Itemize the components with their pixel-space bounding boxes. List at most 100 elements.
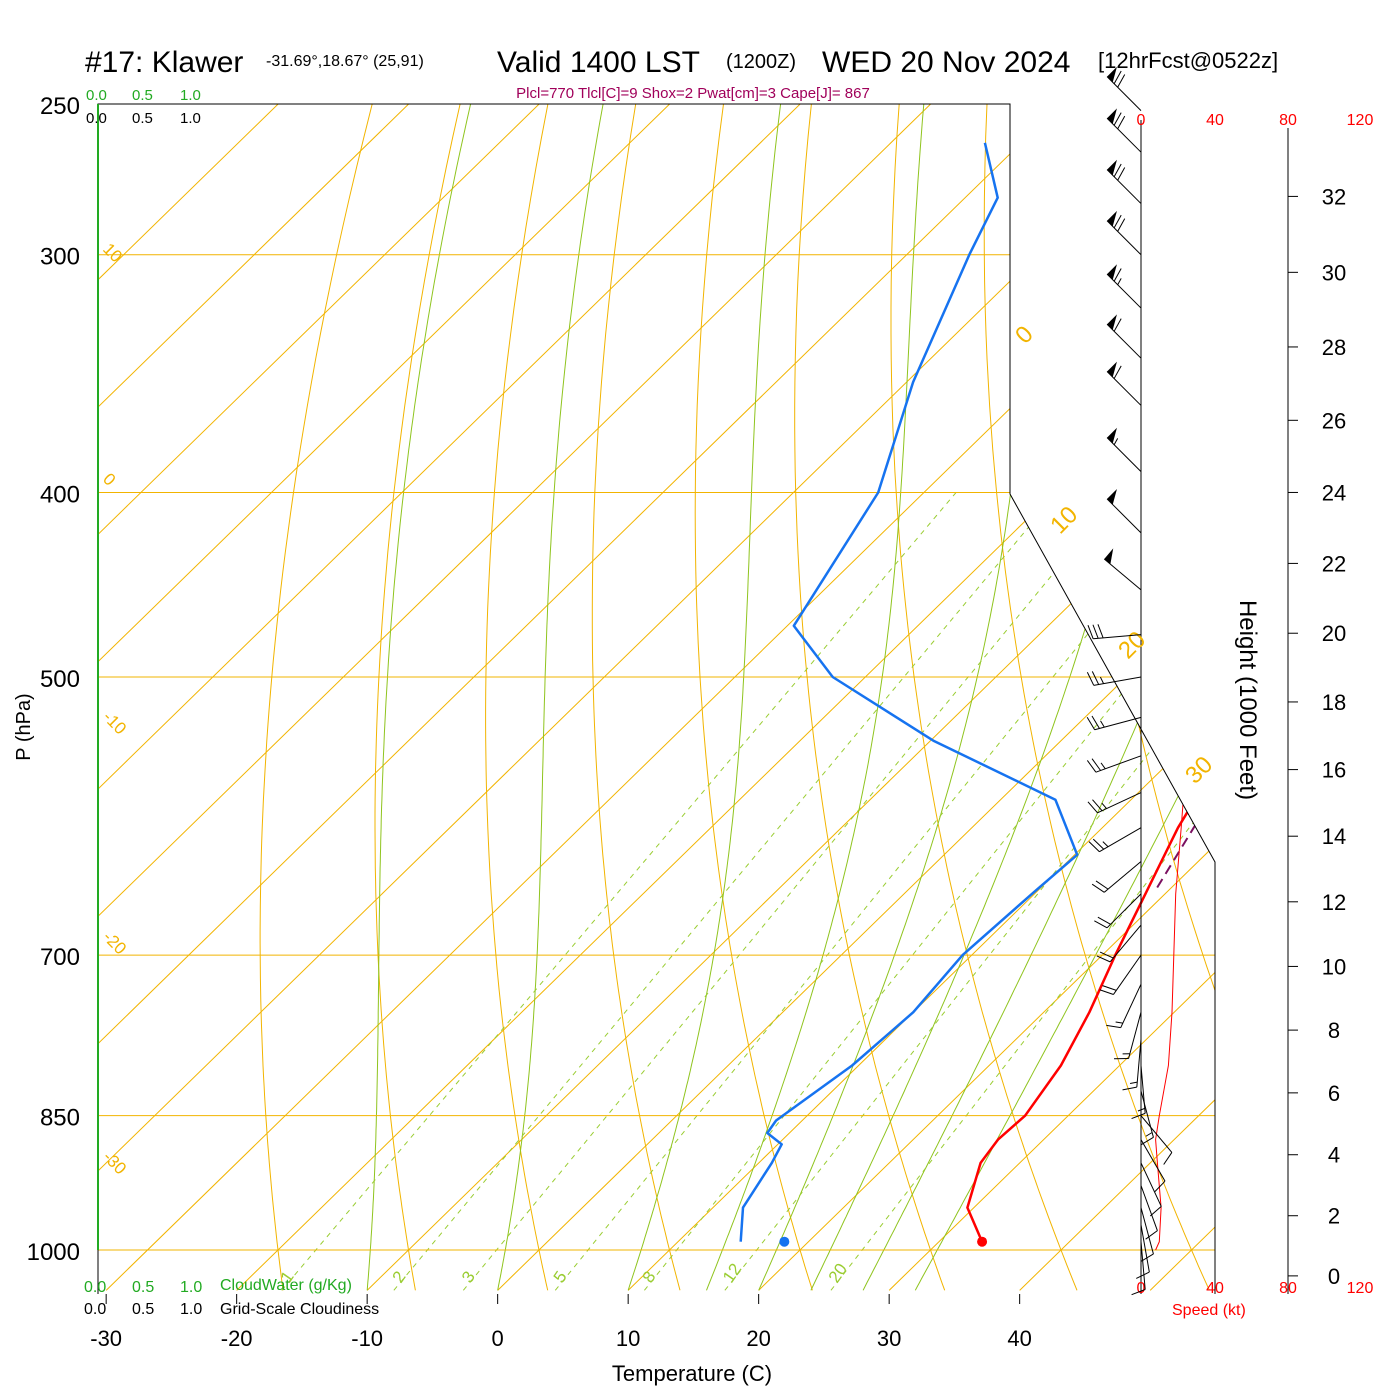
mixing-ratio-label: 5 — [550, 1268, 571, 1287]
height-tick-label: 4 — [1328, 1143, 1340, 1168]
barb-full — [1091, 671, 1100, 685]
barb-staff — [1136, 1039, 1142, 1088]
isotherm-line — [98, 104, 1192, 1291]
wind-barb — [1140, 1139, 1166, 1192]
dry-adiabat — [485, 104, 549, 1291]
wind-barb — [1103, 548, 1142, 591]
plot-area — [98, 104, 1400, 1291]
barb-half — [1117, 278, 1122, 285]
isotherm-line — [497, 104, 1215, 1291]
dry-adiabat — [1338, 104, 1400, 1290]
barb-staff — [1103, 558, 1142, 591]
barb-full — [1086, 672, 1095, 686]
pressure-label: 1000 — [27, 1239, 80, 1266]
chart-frame — [97, 103, 1289, 1294]
wind-barb — [1099, 954, 1142, 995]
wind-barb — [1087, 792, 1142, 814]
barb-full — [1117, 218, 1126, 232]
isotherm-line — [236, 104, 1215, 1291]
isotherm-line — [758, 104, 1215, 1291]
barb-full — [1086, 760, 1097, 773]
barb-full — [1117, 74, 1126, 88]
wind-barb — [1140, 1185, 1158, 1240]
wind-speed-line — [1155, 142, 1215, 1251]
wind-barb — [1140, 1090, 1154, 1146]
station-title: #17: Klawer — [85, 46, 243, 79]
height-tick-label: 0 — [1328, 1264, 1340, 1289]
isotherm-line — [366, 104, 1215, 1291]
barb-full — [1095, 880, 1109, 890]
legend-bottom-black-1: 0.5 — [132, 1301, 154, 1318]
height-tick-label: 12 — [1322, 890, 1346, 915]
wind-barb — [1106, 108, 1142, 153]
utc-time: (1200Z) — [726, 51, 796, 73]
isotherm-line — [627, 104, 1215, 1291]
isotherm-label: 0 — [99, 469, 119, 489]
isotherm-line — [1149, 104, 1215, 1291]
isotherm-label: -10 — [99, 707, 130, 738]
barb-staff — [1113, 954, 1142, 995]
isotherm-right-label: 0 — [1010, 321, 1039, 350]
dry-adiabat — [694, 104, 813, 1291]
barb-staff — [1094, 716, 1142, 731]
speed-axis-label: Speed (kt) — [1172, 1302, 1246, 1319]
dry-adiabat — [1162, 104, 1215, 1291]
barb-staff — [1140, 1241, 1146, 1290]
dry-adiabat — [983, 104, 1210, 1291]
barb-staff — [1140, 1090, 1154, 1138]
legend-top-black-2: 1.0 — [180, 110, 201, 127]
dewpoint-line — [739, 142, 1079, 1242]
x-tick-label: 0 — [492, 1326, 504, 1351]
legend-top-black-1: 0.5 — [132, 110, 153, 127]
wind-barb — [1106, 427, 1142, 472]
x-tick-label: -10 — [351, 1326, 383, 1351]
x-tick-label: 40 — [1007, 1326, 1031, 1351]
barb-half — [1100, 762, 1106, 770]
moist-adiabat — [862, 104, 1215, 1291]
sounding-indices: Plcl=770 Tlcl[C]=9 Shox=2 Pwat[cm]=3 Cap… — [516, 85, 870, 102]
pressure-label: 300 — [40, 244, 80, 271]
height-tick-label: 28 — [1322, 335, 1346, 360]
wind-barb — [1106, 66, 1142, 111]
dry-adiabat — [591, 104, 681, 1291]
mixing-ratio-line — [393, 492, 1058, 1291]
isotherm-right-label: 30 — [1180, 751, 1218, 789]
legend-top-green-0: 0.0 — [86, 87, 107, 104]
pressure-label: 400 — [40, 482, 80, 509]
barb-full — [1131, 1289, 1146, 1296]
pressure-label: 700 — [40, 944, 80, 971]
barb-flag — [1107, 210, 1117, 227]
legend-top-green-1: 0.5 — [132, 87, 153, 104]
legend-bottom-black-0: 0.0 — [84, 1301, 106, 1318]
wind-barb — [1136, 1224, 1150, 1279]
barb-full — [1087, 801, 1098, 814]
height-tick-label: 18 — [1322, 690, 1346, 715]
isotherm-line — [98, 104, 409, 1291]
isobar-lines — [98, 104, 1215, 1251]
barb-staff — [1140, 1207, 1154, 1255]
barb-staff — [1095, 755, 1142, 773]
x-tick-label: 10 — [616, 1326, 640, 1351]
surface-markers — [779, 1236, 988, 1247]
moist-adiabat — [758, 104, 1042, 1291]
moist-adiabat — [366, 104, 472, 1291]
wind-barb — [1106, 210, 1142, 256]
wind-barb — [1088, 827, 1142, 853]
wind-barb — [1106, 159, 1142, 204]
legend-bottom-black-2: 1.0 — [180, 1301, 202, 1318]
mixing-ratio-line — [281, 492, 957, 1291]
mixing-ratio-label: 20 — [825, 1260, 851, 1286]
wind-barb — [1114, 1012, 1142, 1060]
x-axis-label: Temperature (C) — [612, 1361, 772, 1386]
height-tick-label: 22 — [1322, 551, 1346, 576]
barb-staff — [1093, 634, 1142, 640]
legend-bottom-green-0: 0.0 — [84, 1279, 106, 1296]
barb-full — [1096, 955, 1111, 963]
barb-full — [1088, 841, 1100, 853]
speed-tick-bottom: 80 — [1279, 1280, 1297, 1297]
wind-barb — [1091, 861, 1142, 893]
moist-adiabat — [497, 104, 604, 1291]
barb-staff — [1140, 1224, 1150, 1273]
legend-top-green-2: 1.0 — [180, 87, 201, 104]
speed-tick-bottom: 0 — [1137, 1280, 1146, 1297]
